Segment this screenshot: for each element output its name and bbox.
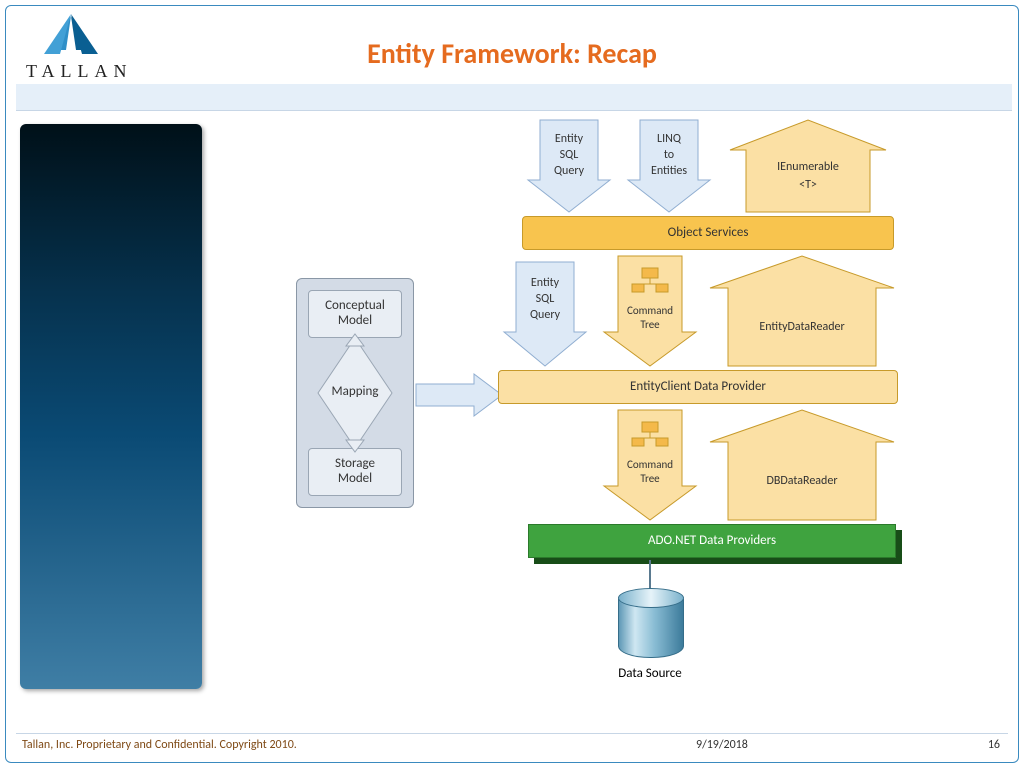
data-source-label: Data Source xyxy=(590,666,710,681)
entitydatareader-up-arrow-icon: EntityDataReader xyxy=(708,254,896,368)
svg-text:Entity: Entity xyxy=(531,276,560,290)
svg-text:Query: Query xyxy=(530,308,561,322)
linq-top-arrow-icon: LINQ to Entities xyxy=(626,118,712,214)
panel-to-entityclient-arrow-icon xyxy=(414,370,506,420)
svg-text:SQL: SQL xyxy=(536,292,555,306)
entity-sql-mid-arrow-icon: Entity SQL Query xyxy=(502,260,588,368)
svg-text:Command: Command xyxy=(627,458,673,471)
footer-date: 9/19/2018 xyxy=(696,738,748,752)
svg-text:SQL: SQL xyxy=(560,148,579,162)
diagram-stage: Conceptual Model Storage Model Mapping E… xyxy=(296,118,976,708)
storage-model-box: Storage Model xyxy=(308,448,402,496)
svg-text:Entities: Entities xyxy=(651,164,687,178)
data-source-cylinder-icon: Data Source xyxy=(618,588,684,658)
svg-text:to: to xyxy=(664,148,674,162)
footer-page: 16 xyxy=(988,738,1000,752)
svg-text:Query: Query xyxy=(554,164,585,178)
svg-text:Tree: Tree xyxy=(640,318,660,331)
command-tree-2-arrow-icon: Command Tree xyxy=(602,408,698,522)
svg-text:Command: Command xyxy=(627,304,673,317)
svg-text:Entity: Entity xyxy=(555,132,584,146)
svg-text:Tree: Tree xyxy=(640,472,660,485)
ado-to-source-connector-icon xyxy=(646,560,654,590)
entity-sql-top-arrow-icon: Entity SQL Query xyxy=(526,118,612,214)
mapping-label: Mapping xyxy=(324,380,386,404)
command-tree-1-arrow-icon: Command Tree xyxy=(602,254,698,368)
object-services-bar: Object Services xyxy=(522,216,894,250)
left-sidebar xyxy=(20,124,202,689)
ado-bar: ADO.NET Data Providers xyxy=(528,524,896,558)
title-band xyxy=(16,84,1012,111)
svg-text:<T>: <T> xyxy=(799,178,817,192)
slide-frame: TALLAN Entity Framework: Recap Conceptua… xyxy=(5,5,1019,763)
slide-footer: Tallan, Inc. Proprietary and Confidentia… xyxy=(16,733,1008,756)
svg-text:EntityDataReader: EntityDataReader xyxy=(759,320,844,334)
slide-title: Entity Framework: Recap xyxy=(6,36,1018,71)
svg-text:LINQ: LINQ xyxy=(657,132,682,146)
svg-text:DBDataReader: DBDataReader xyxy=(766,474,837,488)
footer-copyright: Tallan, Inc. Proprietary and Confidentia… xyxy=(22,738,297,752)
conceptual-model-box: Conceptual Model xyxy=(308,290,402,338)
ienumerable-up-arrow-icon: IEnumerable <T> xyxy=(728,118,888,214)
entityclient-bar: EntityClient Data Provider xyxy=(498,370,898,404)
svg-text:IEnumerable: IEnumerable xyxy=(777,160,839,174)
dbdatareader-up-arrow-icon: DBDataReader xyxy=(708,408,896,522)
